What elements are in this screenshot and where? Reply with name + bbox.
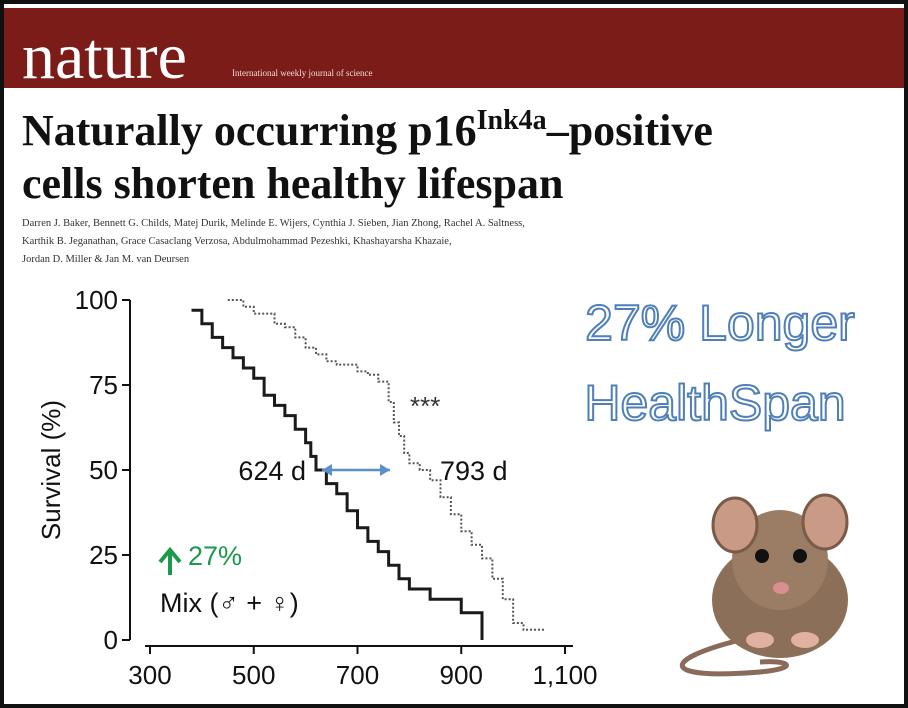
page: nature International weekly journal of s…: [0, 0, 908, 708]
masthead: nature: [22, 20, 187, 93]
annotation: ***: [410, 391, 440, 421]
y-tick-label: 50: [89, 455, 118, 485]
y-tick-label: 100: [75, 285, 118, 315]
overlay-text: 27% Longer: [585, 295, 855, 351]
overlay-text: HealthSpan: [584, 375, 845, 431]
y-axis-label: Survival (%): [36, 400, 66, 540]
title: cells shorten healthy lifespan: [22, 159, 563, 208]
tagline: International weekly journal of science: [232, 68, 372, 78]
x-tick-label: 700: [336, 660, 379, 690]
y-tick-label: 0: [104, 625, 118, 655]
mouse-eye: [793, 549, 807, 563]
authors: Karthik B. Jeganathan, Grace Casaclang V…: [22, 236, 452, 247]
mouse-eye: [755, 549, 769, 563]
x-tick-label: 300: [128, 660, 171, 690]
y-tick-label: 75: [89, 370, 118, 400]
mouse-paw: [791, 632, 819, 648]
authors: Darren J. Baker, Bennett G. Childs, Mate…: [22, 218, 525, 229]
mouse-nose: [773, 582, 789, 594]
title-part: –positive: [546, 106, 713, 155]
mouse-ear: [713, 498, 757, 552]
mouse-ear: [803, 495, 847, 549]
mouse-paw: [746, 632, 774, 648]
title-sup: Ink4a: [477, 105, 547, 136]
title-part: Naturally occurring p16: [22, 106, 477, 155]
authors: Jordan D. Miller & Jan M. van Deursen: [22, 254, 190, 265]
title: Naturally occurring p16Ink4a–positive: [22, 105, 713, 155]
y-tick-label: 25: [89, 540, 118, 570]
x-tick-label: 500: [232, 660, 275, 690]
x-tick-label: 900: [440, 660, 483, 690]
annotation: 793 d: [440, 456, 508, 486]
x-tick-label: 1,100: [532, 660, 597, 690]
annotation: 624 d: [238, 456, 306, 486]
annotation: Mix (♂ + ♀): [160, 588, 299, 618]
annotation: 27%: [188, 541, 242, 571]
